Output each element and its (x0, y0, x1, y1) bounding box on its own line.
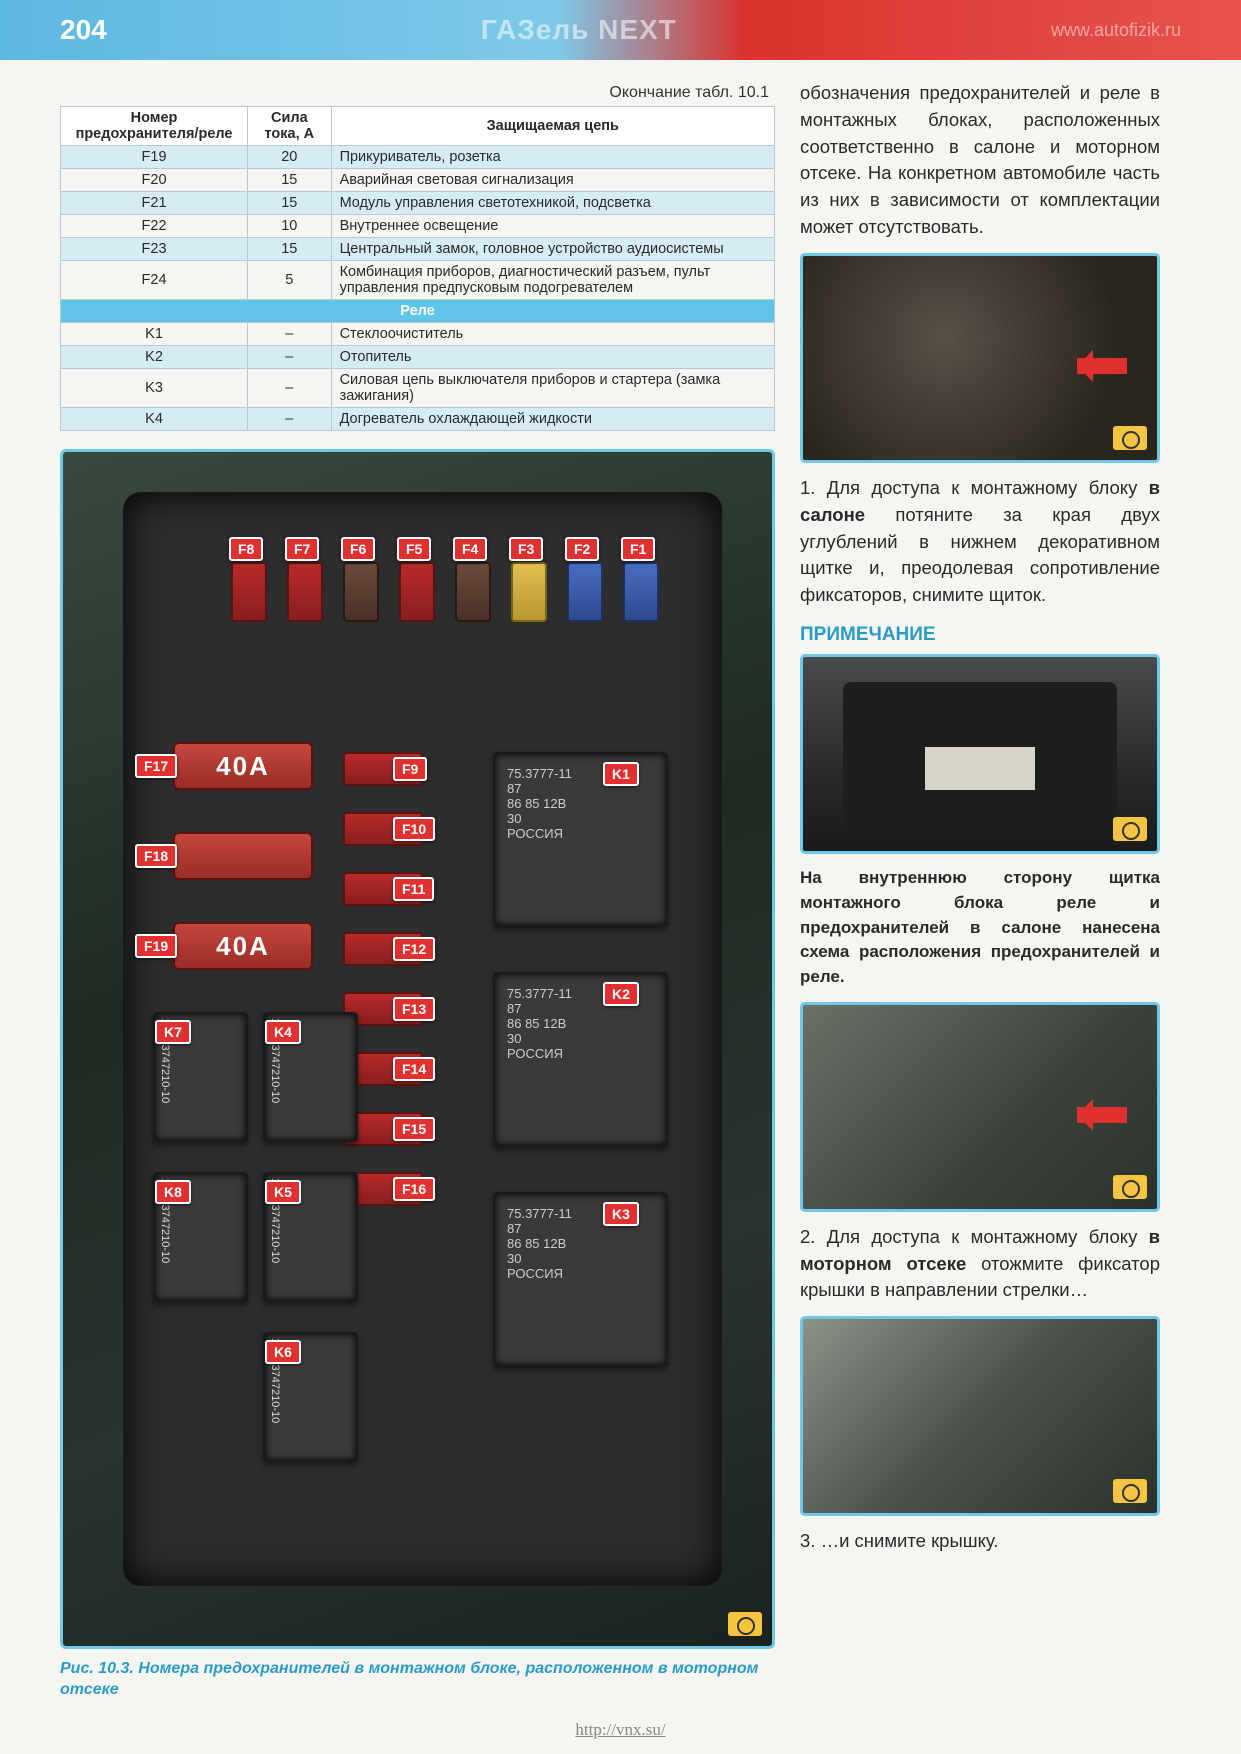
header-right: www.autofizik.ru (1051, 20, 1181, 41)
note-text: На внутреннюю сторону щитка монтажного б… (800, 866, 1160, 989)
camera-icon (1113, 426, 1147, 450)
fuse-label-f5: F5 (397, 537, 431, 561)
table-row: F245Комбинация приборов, диагностический… (61, 261, 775, 300)
th-amp: Сила тока, А (248, 107, 332, 146)
fuse-label-k2: K2 (603, 982, 639, 1006)
intro-text: обозначения предохранителей и реле в мон… (800, 80, 1160, 241)
camera-icon (1113, 1479, 1147, 1503)
camera-icon (1113, 1175, 1147, 1199)
step2-text: 2. Для доступа к монтажному блоку в мото… (800, 1224, 1160, 1304)
fuse-table: Номер предохранителя/реле Сила тока, А З… (60, 106, 775, 431)
table-caption: Окончание табл. 10.1 (60, 80, 775, 106)
fuse-label-k4: K4 (265, 1020, 301, 1044)
arrow-icon (1077, 1107, 1127, 1123)
fuse-label-k7: K7 (155, 1020, 191, 1044)
arrow-icon (1077, 358, 1127, 374)
fuse-label-f16: F16 (393, 1177, 435, 1201)
fuse-label-f18: F18 (135, 844, 177, 868)
camera-icon (1113, 817, 1147, 841)
step1-text: 1. Для доступа к монтажному блоку в сало… (800, 475, 1160, 609)
table-row: F2210Внутреннее освещение (61, 215, 775, 238)
table-row: K3–Силовая цепь выключателя приборов и с… (61, 369, 775, 408)
fuse-label-f15: F15 (393, 1117, 435, 1141)
fuse-label-k3: K3 (603, 1202, 639, 1226)
page-number: 204 (60, 14, 107, 46)
fuse-label-k1: K1 (603, 762, 639, 786)
table-row: K1–Стеклоочиститель (61, 323, 775, 346)
th-circuit: Защищаемая цепь (331, 107, 774, 146)
table-row: F2115Модуль управления светотехникой, по… (61, 192, 775, 215)
table-row: F2315Центральный замок, головное устройс… (61, 238, 775, 261)
fuse-label-f9: F9 (393, 757, 427, 781)
fuse-label-f10: F10 (393, 817, 435, 841)
fuse-label-k5: K5 (265, 1180, 301, 1204)
page-header: 204 ГАЗель NEXT www.autofizik.ru (0, 0, 1241, 60)
fuse-label-f8: F8 (229, 537, 263, 561)
step3-text: 3. …и снимите крышку. (800, 1528, 1160, 1555)
th-number: Номер предохранителя/реле (61, 107, 248, 146)
table-row: K4–Догреватель охлаждающей жидкости (61, 408, 775, 431)
fuse-label-k6: K6 (265, 1340, 301, 1364)
note-header: ПРИМЕЧАНИЕ (800, 621, 1160, 649)
fuse-label-f3: F3 (509, 537, 543, 561)
fusebox-diagram: F8F7F6F5F4F3F2F140AF17F1840AF19F9F10F11F… (60, 449, 775, 1649)
table-row: K2–Отопитель (61, 346, 775, 369)
photo-step3 (800, 1316, 1160, 1516)
fuse-label-f4: F4 (453, 537, 487, 561)
figure-caption: Рис. 10.3. Номера предохранителей в монт… (60, 1659, 775, 1701)
fuse-label-f11: F11 (393, 877, 434, 901)
fuse-label-f12: F12 (393, 937, 435, 961)
fuse-label-f2: F2 (565, 537, 599, 561)
fuse-label-k8: K8 (155, 1180, 191, 1204)
fuse-label-f6: F6 (341, 537, 375, 561)
fuse-label-f17: F17 (135, 754, 177, 778)
photo-step1 (800, 253, 1160, 463)
header-title: ГАЗель NEXT (481, 14, 677, 46)
table-row: F2015Аварийная световая сигнализация (61, 169, 775, 192)
fuse-label-f14: F14 (393, 1057, 435, 1081)
footer-url: http://vnx.su/ (0, 1720, 1241, 1740)
photo-note (800, 654, 1160, 854)
right-column: обозначения предохранителей и реле в мон… (800, 80, 1160, 1701)
fuse-label-f19: F19 (135, 934, 177, 958)
fuse-label-f1: F1 (621, 537, 655, 561)
camera-icon (728, 1612, 762, 1636)
photo-step2 (800, 1002, 1160, 1212)
table-row: F1920Прикуриватель, розетка (61, 146, 775, 169)
fuse-label-f7: F7 (285, 537, 319, 561)
fuse-label-f13: F13 (393, 997, 435, 1021)
